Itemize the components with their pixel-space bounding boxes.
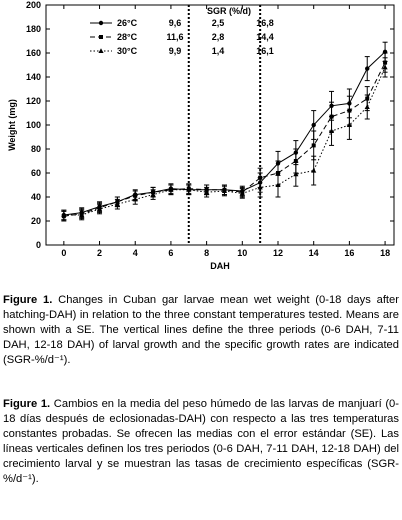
legend-sgr-value: 14,4 bbox=[256, 32, 274, 42]
data-point bbox=[364, 104, 370, 109]
caption-english-label: Figure 1. bbox=[3, 294, 53, 306]
legend-sgr-header: SGR (%/d) bbox=[207, 6, 251, 16]
data-point bbox=[293, 171, 299, 177]
legend-series-name: 28°C bbox=[117, 32, 138, 42]
caption-spanish-text: Cambios en la media del peso húmedo de l… bbox=[3, 398, 400, 485]
legend-sgr-value: 2,5 bbox=[212, 18, 225, 28]
x-tick-label: 10 bbox=[237, 248, 247, 258]
y-tick-label: 20 bbox=[31, 216, 41, 226]
y-axis-label: Weight (mg) bbox=[7, 99, 17, 151]
y-tick-label: 40 bbox=[31, 192, 41, 202]
y-tick-label: 140 bbox=[26, 72, 41, 82]
data-point bbox=[311, 143, 316, 148]
legend-sgr-value: 9,9 bbox=[169, 46, 182, 56]
legend-sgr-value: 16,8 bbox=[256, 18, 274, 28]
data-point bbox=[114, 201, 120, 207]
legend-sgr-value: 16,1 bbox=[256, 46, 274, 56]
x-axis-label: DAH bbox=[210, 261, 230, 271]
legend-sgr-value: 9,6 bbox=[169, 18, 182, 28]
data-point bbox=[132, 196, 138, 202]
data-point bbox=[221, 188, 228, 193]
x-tick-label: 4 bbox=[133, 248, 138, 258]
data-point bbox=[365, 66, 370, 71]
y-tick-label: 200 bbox=[26, 0, 41, 10]
data-point bbox=[79, 212, 85, 217]
legend-swatch-marker bbox=[98, 20, 104, 26]
legend-sgr-value: 2,8 bbox=[212, 32, 225, 42]
data-point bbox=[239, 190, 245, 196]
data-point bbox=[96, 206, 103, 211]
series-3 bbox=[61, 57, 388, 221]
x-tick-label: 14 bbox=[309, 248, 319, 258]
data-point bbox=[186, 187, 192, 192]
x-tick-label: 2 bbox=[97, 248, 102, 258]
data-point bbox=[311, 167, 317, 173]
y-tick-label: 160 bbox=[26, 48, 41, 58]
data-point bbox=[257, 184, 263, 190]
legend-series-name: 30°C bbox=[117, 46, 138, 56]
data-point bbox=[150, 191, 156, 197]
data-point bbox=[346, 122, 352, 127]
data-point bbox=[204, 189, 210, 195]
x-tick-label: 0 bbox=[61, 248, 66, 258]
x-tick-label: 12 bbox=[273, 248, 283, 258]
y-tick-label: 0 bbox=[36, 240, 41, 250]
data-point bbox=[293, 159, 298, 163]
x-tick-label: 6 bbox=[168, 248, 173, 258]
data-point bbox=[275, 182, 281, 187]
legend-swatch-marker bbox=[98, 48, 104, 53]
data-point bbox=[311, 122, 316, 128]
caption-spanish-label: Figure 1. bbox=[3, 398, 51, 410]
caption-spanish: Figure 1. Cambios en la media del peso h… bbox=[3, 397, 399, 487]
x-tick-label: 16 bbox=[344, 248, 354, 258]
legend-sgr-value: 1,4 bbox=[212, 46, 225, 56]
x-tick-label: 18 bbox=[380, 248, 390, 258]
y-tick-label: 180 bbox=[26, 24, 41, 34]
y-tick-label: 60 bbox=[31, 168, 41, 178]
growth-chart: 0 2 4 6 8 10 12 14 16 180204060801001201401601802… bbox=[7, 0, 395, 271]
caption-english-text: Changes in Cuban gar larvae mean wet wei… bbox=[3, 294, 399, 366]
legend-swatch-marker bbox=[99, 35, 103, 39]
data-point bbox=[328, 128, 335, 133]
caption-english: Figure 1. Changes in Cuban gar larvae me… bbox=[3, 293, 399, 368]
legend-series-name: 26°C bbox=[117, 18, 138, 28]
y-tick-label: 100 bbox=[26, 120, 41, 130]
y-tick-label: 80 bbox=[31, 144, 41, 154]
x-tick-label: 8 bbox=[204, 248, 209, 258]
data-point bbox=[382, 64, 388, 70]
y-tick-label: 120 bbox=[26, 96, 41, 106]
data-point bbox=[61, 212, 67, 217]
legend-sgr-value: 11,6 bbox=[166, 32, 183, 42]
data-point bbox=[168, 187, 174, 192]
